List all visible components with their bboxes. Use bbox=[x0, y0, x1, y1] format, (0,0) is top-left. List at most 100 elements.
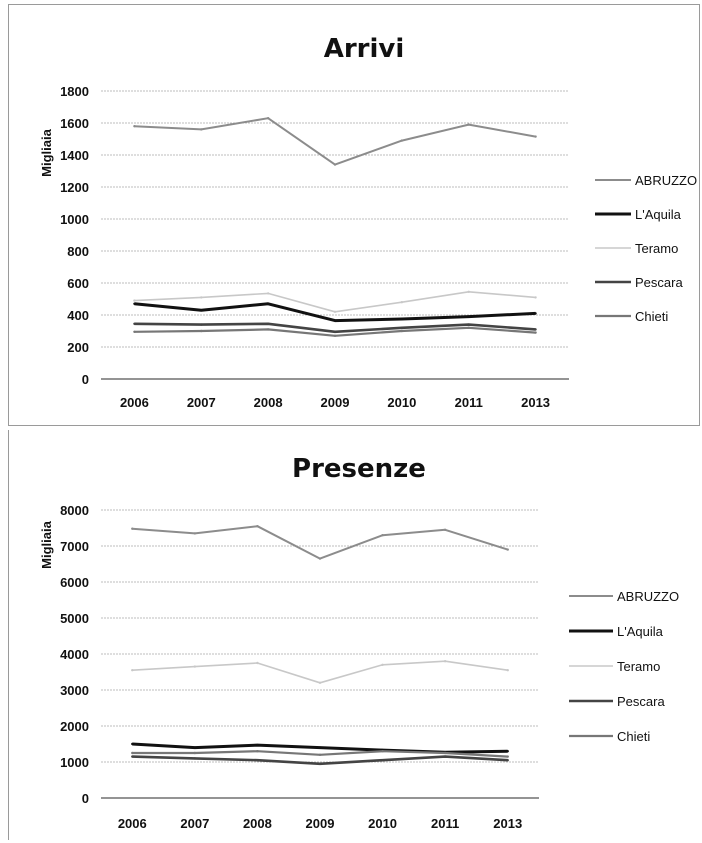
y-tick-label: 1000 bbox=[60, 755, 89, 770]
data-point bbox=[506, 759, 509, 762]
series-line bbox=[132, 525, 509, 560]
data-point bbox=[133, 322, 136, 325]
data-point bbox=[506, 755, 509, 758]
data-point bbox=[400, 139, 404, 142]
data-point bbox=[200, 309, 203, 312]
data-point bbox=[256, 743, 259, 747]
y-tick-label: 800 bbox=[67, 244, 89, 259]
data-point bbox=[381, 534, 384, 537]
x-tick-label: 2007 bbox=[180, 816, 209, 831]
data-point bbox=[266, 322, 270, 325]
data-point bbox=[256, 661, 259, 665]
data-point bbox=[467, 123, 470, 126]
chart-arrivi: Arrivi Migliaia 0 200 400 600 800 1000 1200 140… bbox=[39, 34, 697, 410]
series-line bbox=[132, 660, 508, 684]
data-point bbox=[266, 302, 270, 305]
x-tick-label: 2013 bbox=[493, 816, 522, 831]
data-point bbox=[193, 751, 197, 755]
data-point bbox=[381, 759, 384, 762]
legend-label: Chieti bbox=[635, 309, 668, 324]
data-point bbox=[534, 331, 537, 334]
x-tick-label: 2006 bbox=[118, 816, 147, 831]
legend-label: ABRUZZO bbox=[617, 589, 679, 604]
data-point bbox=[131, 751, 134, 755]
x-tick-label: 2006 bbox=[120, 395, 149, 410]
x-tick-label: 2011 bbox=[431, 816, 459, 831]
data-point bbox=[506, 750, 509, 753]
data-point bbox=[256, 759, 259, 762]
data-point bbox=[133, 125, 136, 128]
data-point bbox=[256, 750, 259, 753]
y-tick-label: 1000 bbox=[60, 212, 89, 227]
x-tick-label: 2008 bbox=[243, 816, 272, 831]
data-point bbox=[266, 117, 270, 120]
chart-presenze: Presenze Migliaia 0 1000 2000 3000 4000 5000 6… bbox=[39, 454, 679, 831]
y-axis-label: Migliaia bbox=[39, 520, 54, 568]
y-tick-label: 400 bbox=[67, 308, 89, 323]
data-point bbox=[131, 527, 134, 530]
data-point bbox=[318, 557, 322, 560]
data-point bbox=[318, 681, 322, 684]
data-point bbox=[133, 302, 136, 305]
data-point bbox=[131, 669, 134, 672]
y-tick-label: 1600 bbox=[60, 116, 89, 131]
legend-label: L'Aquila bbox=[635, 207, 682, 222]
y-tick-label: 2000 bbox=[60, 719, 89, 734]
data-point bbox=[333, 163, 337, 166]
data-point bbox=[193, 757, 197, 760]
data-point bbox=[534, 296, 537, 299]
chart-title: Arrivi bbox=[324, 34, 405, 64]
y-tick-label: 600 bbox=[67, 276, 89, 291]
x-tick-label: 2011 bbox=[455, 395, 483, 410]
data-point bbox=[193, 665, 197, 668]
data-point bbox=[133, 299, 136, 302]
data-point bbox=[131, 742, 134, 746]
data-point bbox=[400, 326, 404, 329]
y-tick-label: 1200 bbox=[60, 180, 89, 195]
data-point bbox=[256, 525, 259, 528]
legend-label: Pescara bbox=[635, 275, 683, 290]
x-tick-label: 2007 bbox=[187, 395, 216, 410]
x-tick-label: 2009 bbox=[306, 816, 335, 831]
data-point bbox=[534, 312, 537, 315]
y-tick-label: 0 bbox=[82, 372, 89, 387]
data-point bbox=[467, 323, 470, 326]
series-line bbox=[134, 117, 536, 166]
data-point bbox=[333, 310, 337, 313]
y-tick-label: 7000 bbox=[60, 539, 89, 554]
data-point bbox=[193, 532, 197, 535]
y-tick-label: 4000 bbox=[60, 647, 89, 662]
data-point bbox=[318, 746, 322, 749]
legend-label: Teramo bbox=[617, 659, 660, 674]
x-tick-label: 2010 bbox=[368, 816, 397, 831]
y-tick-label: 5000 bbox=[60, 611, 89, 626]
data-point bbox=[200, 323, 203, 326]
data-point bbox=[400, 301, 404, 304]
y-tick-label: 200 bbox=[67, 340, 89, 355]
data-point bbox=[200, 329, 203, 333]
data-point bbox=[266, 292, 270, 295]
data-point bbox=[467, 290, 470, 293]
chart-panel-presenze: Presenze Migliaia 0 1000 2000 3000 4000 5000 6… bbox=[8, 430, 699, 840]
data-point bbox=[266, 328, 270, 331]
data-point bbox=[534, 135, 537, 138]
data-point bbox=[200, 128, 203, 131]
chart-panel-arrivi: Arrivi Migliaia 0 200 400 600 800 1000 1200 140… bbox=[8, 4, 700, 426]
y-tick-label: 1800 bbox=[60, 84, 89, 99]
data-point bbox=[443, 660, 447, 663]
y-tick-label: 8000 bbox=[60, 503, 89, 518]
x-tick-label: 2010 bbox=[387, 395, 416, 410]
data-point bbox=[534, 328, 537, 331]
y-tick-label: 3000 bbox=[60, 683, 89, 698]
data-point bbox=[381, 663, 384, 666]
x-tick-label: 2008 bbox=[254, 395, 283, 410]
y-tick-label: 0 bbox=[82, 791, 89, 806]
data-point bbox=[131, 755, 134, 758]
data-point bbox=[318, 762, 322, 765]
legend-label: Teramo bbox=[635, 241, 678, 256]
legend-label: ABRUZZO bbox=[635, 173, 697, 188]
y-tick-label: 6000 bbox=[60, 575, 89, 590]
data-point bbox=[506, 548, 509, 551]
x-tick-label: 2013 bbox=[521, 395, 550, 410]
legend-label: Pescara bbox=[617, 694, 665, 709]
